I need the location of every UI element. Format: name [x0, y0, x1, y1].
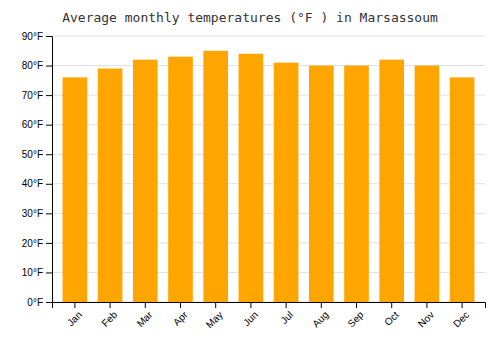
y-tick: 20°F: [22, 238, 52, 249]
x-tick-label: Aug: [310, 309, 330, 329]
y-tick: 80°F: [22, 60, 52, 71]
y-tick-mark: [46, 154, 52, 155]
y-tick-mark: [46, 243, 52, 244]
bar: [415, 66, 440, 302]
y-tick-mark: [46, 184, 52, 185]
y-tick-label: 60°F: [22, 119, 43, 130]
plot: 0°F 10°F 20°F 30°F 40°F 50°F 60°F 70°F 80°F 90°F J…: [22, 31, 486, 331]
x-tick-mark: [215, 302, 216, 308]
x-tick: Oct: [382, 302, 401, 328]
y-tick-label: 50°F: [22, 149, 43, 160]
y-tick-mark: [46, 66, 52, 67]
x-tick-label: Jun: [241, 309, 260, 328]
bar: [168, 57, 193, 302]
bar: [133, 60, 158, 302]
x-tick-label: Mar: [135, 309, 155, 329]
y-tick-mark: [46, 125, 52, 126]
x-tick-label: Dec: [451, 309, 471, 329]
bar: [239, 54, 264, 302]
x-tick-mark: [426, 302, 427, 308]
x-tick-label: Nov: [416, 309, 436, 329]
bar: [98, 69, 123, 302]
x-tick: Jun: [241, 302, 260, 328]
y-axis: 0°F 10°F 20°F 30°F 40°F 50°F 60°F 70°F 80°F 90°F: [22, 31, 53, 308]
y-tick-label: 0°F: [27, 297, 43, 308]
grid: [52, 36, 485, 302]
x-tick-mark: [321, 302, 322, 308]
y-tick: 50°F: [22, 149, 52, 160]
x-tick: Aug: [310, 302, 330, 329]
bar: [203, 51, 228, 302]
chart-container: 0°F 10°F 20°F 30°F 40°F 50°F 60°F 70°F 80°F 90°F J…: [0, 0, 500, 350]
y-tick-label: 80°F: [22, 60, 43, 71]
y-tick-label: 30°F: [22, 208, 43, 219]
chart-svg: 0°F 10°F 20°F 30°F 40°F 50°F 60°F 70°F 80°F 90°F J…: [0, 0, 500, 350]
x-axis: Jan Feb Mar Apr May Jun Jul Aug Sep Oct Nov Dec: [53, 302, 486, 330]
y-tick-mark: [46, 213, 52, 214]
x-axis-line: [53, 303, 486, 309]
y-tick-mark: [46, 36, 52, 37]
x-tick-mark: [110, 302, 111, 308]
x-tick: Jan: [65, 302, 84, 328]
y-tick-label: 70°F: [22, 90, 43, 101]
y-tick: 60°F: [22, 119, 52, 130]
y-tick-label: 20°F: [22, 238, 43, 249]
y-tick: 70°F: [22, 90, 52, 101]
y-tick-mark: [46, 302, 52, 303]
x-tick-mark: [286, 302, 287, 308]
x-tick-label: Feb: [99, 309, 119, 329]
x-tick: Nov: [416, 302, 436, 329]
y-axis-line: [46, 37, 53, 303]
bar: [379, 60, 404, 302]
bar: [63, 77, 88, 302]
bars: [63, 51, 475, 302]
y-tick: 40°F: [22, 178, 52, 189]
x-tick-label: Jan: [65, 309, 84, 328]
x-tick: Mar: [135, 302, 155, 329]
y-tick-mark: [46, 272, 52, 273]
bar: [274, 63, 299, 302]
x-tick: Feb: [99, 302, 119, 329]
x-tick-label: Sep: [345, 309, 366, 330]
y-tick-mark: [46, 95, 52, 96]
x-tick-mark: [462, 302, 463, 308]
bar: [450, 77, 475, 302]
x-tick: Dec: [451, 302, 471, 329]
y-tick-label: 40°F: [22, 178, 43, 189]
x-tick: May: [204, 302, 225, 330]
y-tick: 30°F: [22, 208, 52, 219]
y-tick-label: 10°F: [22, 267, 43, 278]
x-tick-mark: [250, 302, 251, 308]
x-tick: Sep: [345, 302, 366, 329]
x-tick-mark: [145, 302, 146, 308]
x-tick-label: Oct: [382, 309, 401, 328]
x-tick-mark: [391, 302, 392, 308]
x-tick-mark: [356, 302, 357, 308]
y-tick-label: 90°F: [22, 31, 43, 42]
x-tick: Apr: [171, 302, 190, 328]
y-tick: 90°F: [22, 31, 52, 42]
bar: [344, 66, 369, 302]
x-tick-mark: [180, 302, 181, 308]
y-tick: 0°F: [27, 297, 52, 308]
grid-line: [52, 36, 485, 37]
x-tick-label: May: [204, 309, 225, 330]
x-tick: Jul: [278, 302, 295, 326]
x-tick-label: Jul: [278, 309, 295, 326]
bar: [309, 66, 334, 302]
x-tick-label: Apr: [171, 309, 190, 328]
title: Average monthly temperatures (°F ) in Ma…: [62, 10, 438, 25]
y-tick: 10°F: [22, 267, 52, 278]
x-tick-mark: [74, 302, 75, 308]
